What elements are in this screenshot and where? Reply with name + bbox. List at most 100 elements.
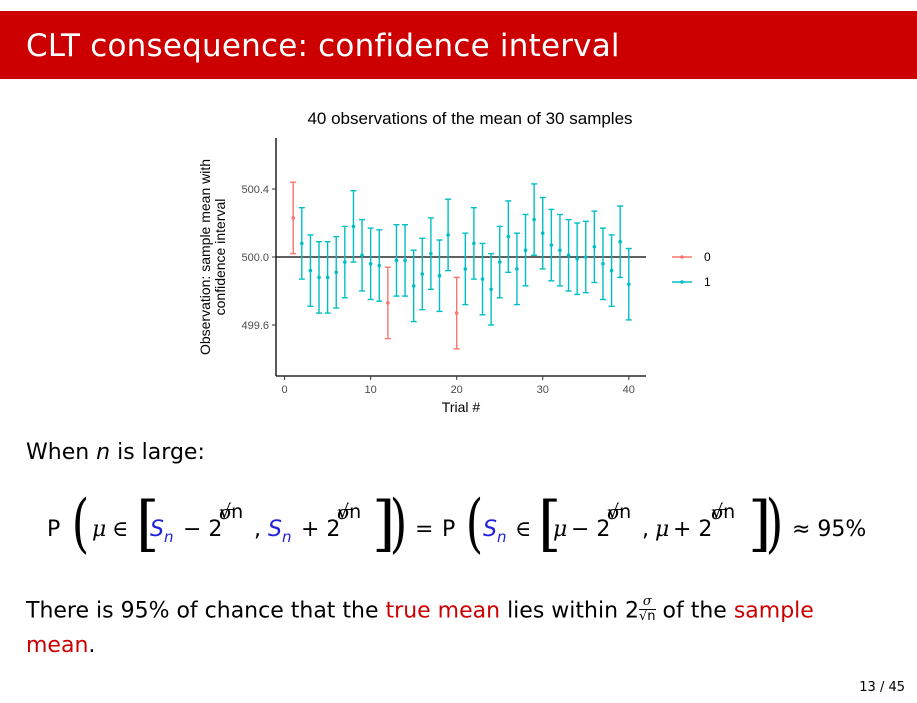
mean-point	[317, 275, 321, 280]
x-axis-label: Trial #	[442, 399, 481, 415]
error-bar-trial-30	[539, 196, 546, 270]
error-bar-trial-14	[402, 223, 409, 297]
error-bar-trial-40	[625, 247, 632, 321]
error-bar-trial-36	[591, 210, 598, 284]
y-axis-label: Observation: sample mean with confidence…	[197, 159, 228, 355]
legend: 01	[672, 250, 711, 289]
error-bar-trial-24	[488, 252, 495, 326]
line1-part-a: There is 95% of chance that the	[26, 598, 386, 624]
axes: 0 10 20 30 40 499.6 500.0 500.4	[241, 138, 646, 396]
legend-point	[680, 255, 684, 259]
page-number: 13 / 45	[859, 680, 905, 695]
sn-right: Sn	[483, 517, 507, 546]
mean-point	[411, 284, 416, 288]
in-symbol-right: ∈	[515, 517, 532, 542]
error-bar-trial-8	[350, 189, 357, 263]
approx-95: ≈ 95%	[792, 517, 867, 542]
error-bar-trial-2	[298, 206, 305, 280]
error-bar-trial-28	[522, 213, 529, 287]
bracket-close-right: ]	[748, 489, 772, 559]
bracket-close-left: ]	[372, 489, 396, 559]
mean-point	[583, 255, 588, 259]
y-axis-label-line2: confidence interval	[212, 199, 228, 316]
x-tick-label: 40	[623, 384, 635, 396]
error-bar-trial-7	[341, 225, 348, 299]
error-bar-trial-10	[367, 227, 374, 301]
equals-sign: =	[415, 517, 434, 542]
mean-point	[618, 239, 622, 244]
mean-point	[575, 256, 579, 261]
title-bar: CLT consequence: confidence interval	[0, 11, 917, 79]
line2-end: .	[88, 633, 96, 658]
error-bar-trial-20	[453, 276, 460, 350]
when-var: n	[96, 440, 111, 465]
error-bar-trial-34	[574, 222, 581, 296]
comma-right: ,	[642, 517, 649, 542]
mean-point	[506, 234, 511, 239]
sn-left-2: Sn	[268, 517, 292, 546]
x-tick-label: 30	[537, 384, 549, 396]
mean-point	[480, 277, 485, 281]
mean-point	[558, 248, 562, 252]
comma-left: ,	[254, 517, 261, 542]
error-bar-trial-16	[419, 237, 426, 311]
y-tick-label: 500.0	[241, 252, 269, 264]
error-bar-trial-27	[513, 232, 520, 306]
mean-point	[515, 267, 519, 271]
mean-point	[368, 262, 373, 266]
error-bar-trial-18	[436, 239, 443, 313]
error-bar-trial-31	[548, 208, 555, 282]
paren-open-left: (	[71, 487, 90, 561]
mean-point	[394, 258, 399, 263]
mean-point	[497, 260, 502, 264]
sample-highlight: sample	[733, 598, 814, 624]
mean-point	[454, 311, 459, 315]
mean-point	[420, 272, 425, 276]
mean-point	[532, 217, 536, 222]
bracket-open-right: [	[538, 489, 562, 559]
error-bar-trial-19	[445, 198, 452, 272]
error-bar-trial-1	[290, 181, 297, 255]
mean-point	[601, 262, 605, 266]
conclusion-line-1: There is 95% of chance that the true mea…	[26, 595, 814, 626]
mean-point	[446, 233, 450, 237]
error-bar-trial-22	[470, 206, 477, 280]
legend-label: 1	[704, 275, 711, 289]
mean-point	[472, 241, 476, 246]
mean-point	[308, 268, 313, 273]
error-bar-trial-6	[333, 235, 340, 309]
error-bar-trial-3	[307, 234, 314, 308]
y-tick-label: 499.6	[241, 320, 269, 332]
mean-point	[592, 245, 597, 249]
sn-left-1: Sn	[150, 517, 174, 546]
mu-right-2: μ	[655, 517, 670, 542]
y-axis-label-line1: Observation: sample mean with	[197, 159, 213, 355]
paren-close-right: )	[765, 487, 784, 561]
bracket-open-left: [	[136, 489, 160, 559]
y-tick-label: 500.4	[241, 184, 269, 196]
mean-point	[489, 287, 493, 292]
x-tick-label: 10	[365, 384, 377, 396]
error-bar-trial-15	[410, 249, 417, 323]
mu-left: μ	[92, 517, 107, 542]
error-bar-trial-37	[599, 227, 606, 301]
line1-part-c: of the	[655, 598, 734, 624]
chart-title: 40 observations of the mean of 30 sample…	[307, 109, 632, 128]
probability-formula: P ( μ ∈ [ Sn − 2 σ √n , Sn + 2 σ √n ] ) = …	[0, 478, 917, 578]
true-mean-highlight: true mean	[385, 598, 501, 624]
mean-point	[351, 224, 356, 229]
error-bar-trial-5	[324, 240, 331, 314]
error-bar-trial-32	[556, 213, 563, 287]
error-bar-trial-12	[384, 266, 391, 340]
mean-point	[291, 216, 296, 220]
mean-point	[609, 268, 614, 273]
mean-point	[377, 263, 382, 268]
error-bar-trial-13	[393, 223, 400, 297]
mean-point	[429, 251, 433, 256]
error-bar-trial-23	[479, 242, 486, 316]
plus-two-right: + 2	[673, 517, 713, 542]
paren-open-right: (	[465, 487, 484, 561]
mean-point	[386, 301, 390, 305]
mean-point	[463, 267, 468, 271]
legend-point	[680, 280, 684, 284]
